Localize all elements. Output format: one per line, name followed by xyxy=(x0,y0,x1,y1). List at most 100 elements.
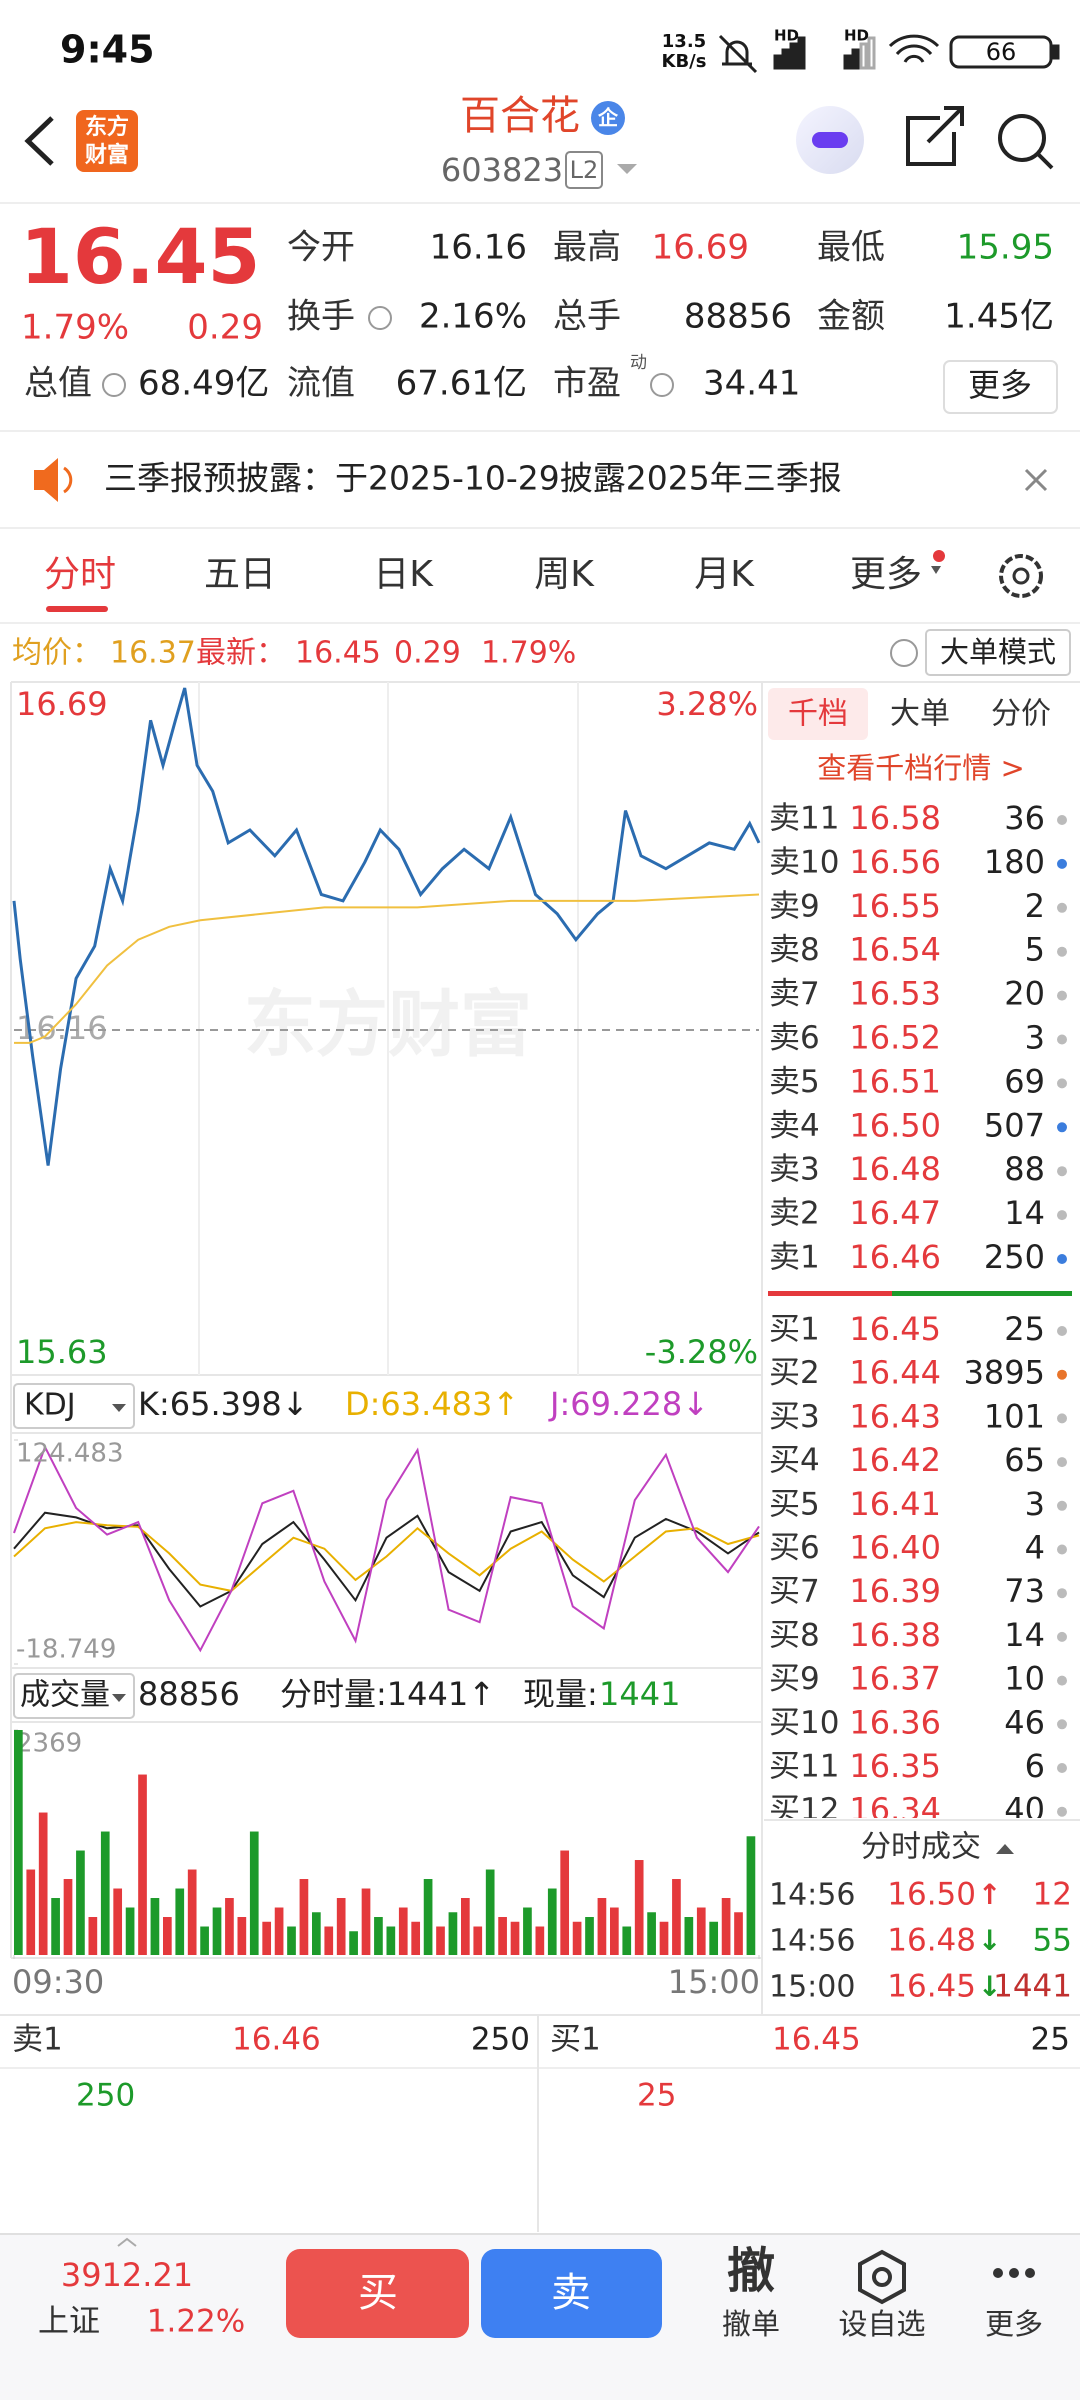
book-qty: 36 xyxy=(1004,799,1045,837)
indicator-selector[interactable] xyxy=(13,1673,135,1719)
volume-bar xyxy=(672,1879,681,1955)
book-level: 买3 xyxy=(769,1399,820,1435)
book-price: 16.52 xyxy=(849,1019,941,1057)
trade-price: 16.50 xyxy=(887,1877,976,1913)
sell-button[interactable] xyxy=(481,2249,662,2338)
speaker-wave xyxy=(63,466,73,494)
trade-arrow: ↑ xyxy=(978,1878,1001,1911)
book-tab[interactable]: 千档 xyxy=(788,697,848,732)
info-icon xyxy=(102,373,126,397)
volume-bar xyxy=(436,1926,445,1955)
tab-label[interactable]: 周K xyxy=(534,554,595,595)
current-volume-label: 现量: xyxy=(523,1675,598,1713)
volume-bar xyxy=(610,1907,619,1955)
volume-bar xyxy=(88,1917,98,1955)
signal-icon xyxy=(867,36,876,70)
change-pct: 1.79% xyxy=(21,308,129,348)
book-qty: 3 xyxy=(1025,1019,1045,1057)
stat-label: 总值 xyxy=(24,364,92,404)
search-button[interactable] xyxy=(998,114,1046,162)
indicator-selector[interactable] xyxy=(13,1383,135,1429)
book-price: 16.51 xyxy=(849,1062,941,1100)
book-price: 16.53 xyxy=(849,975,941,1013)
book-level: 卖5 xyxy=(769,1064,820,1100)
volume-bar xyxy=(572,1921,582,1955)
stock-name: 百合花 xyxy=(460,93,580,139)
book-qty: 14 xyxy=(1004,1616,1045,1654)
more-button[interactable] xyxy=(943,360,1058,414)
book-tab[interactable]: 分价 xyxy=(991,697,1051,732)
stat-value: 88856 xyxy=(684,297,792,337)
more-icon[interactable] xyxy=(993,2268,1003,2278)
avatar-face xyxy=(812,132,848,148)
info-text: 16.45 xyxy=(295,636,381,671)
tab-label[interactable]: 更多 xyxy=(850,554,922,595)
current-volume: 1441 xyxy=(599,1675,680,1713)
dropdown-arrow[interactable] xyxy=(617,164,637,174)
book-tab-active[interactable] xyxy=(768,688,868,740)
book-dot xyxy=(1057,902,1067,913)
book-qty: 65 xyxy=(1004,1441,1045,1479)
settings-button[interactable] xyxy=(999,554,1043,598)
book-price: 16.43 xyxy=(849,1397,941,1435)
buy-button[interactable] xyxy=(286,2249,469,2338)
book-qty: 73 xyxy=(1004,1572,1045,1610)
close-button[interactable] xyxy=(1024,468,1048,492)
volume-bar xyxy=(287,1926,296,1955)
book-level: 买2 xyxy=(769,1355,820,1391)
cancel-label: 撤单 xyxy=(722,2307,780,2341)
book-level: 买12 xyxy=(769,1792,839,1828)
back-button[interactable] xyxy=(24,116,54,166)
tab-label[interactable]: 五日 xyxy=(204,554,276,595)
collapse-arrow[interactable] xyxy=(996,1844,1014,1854)
book-dot xyxy=(1057,1210,1067,1221)
volume-bar xyxy=(14,1730,23,1955)
book-price: 16.54 xyxy=(849,931,941,969)
tab-label[interactable]: 分时 xyxy=(44,554,116,595)
logo-text: 东方 xyxy=(85,114,129,140)
book-level: 卖10 xyxy=(769,844,839,880)
book-price: 16.39 xyxy=(849,1572,941,1610)
clock: 9:45 xyxy=(60,28,155,72)
watchlist-icon[interactable] xyxy=(858,2249,906,2305)
help-icon[interactable] xyxy=(890,639,918,667)
sell-label: 卖 xyxy=(551,2270,591,2316)
book-price: 16.58 xyxy=(849,799,941,837)
info-icon xyxy=(650,373,674,397)
tab-label[interactable]: 日K xyxy=(373,554,434,595)
share-button[interactable] xyxy=(906,106,964,166)
book-price: 16.47 xyxy=(849,1194,941,1232)
buy-label: 买 xyxy=(358,2270,398,2316)
tab-label[interactable]: 月K xyxy=(694,554,755,595)
book-level: 卖3 xyxy=(769,1152,820,1188)
volume-bar xyxy=(647,1912,656,1955)
book-price: 16.48 xyxy=(849,1150,941,1188)
volume-bar xyxy=(597,1898,607,1955)
book-level: 买4 xyxy=(769,1443,820,1479)
legend-entry: J:69.228↓ xyxy=(548,1385,709,1423)
wifi-icon xyxy=(888,34,940,63)
signal-icon xyxy=(859,42,868,70)
period-volume: 分时量:1441↑ xyxy=(280,1675,495,1713)
book-level: 买7 xyxy=(769,1574,820,1610)
book-tab[interactable]: 大单 xyxy=(890,697,950,732)
book-dot xyxy=(1057,1078,1067,1089)
watermark: 东方财富 xyxy=(244,983,532,1067)
mode-button[interactable] xyxy=(925,629,1071,676)
signal-icon xyxy=(843,54,852,70)
volume-bar xyxy=(125,1907,135,1955)
expand-arrow[interactable] xyxy=(117,2237,137,2247)
stat-value: 1.45亿 xyxy=(944,297,1054,337)
book-price: 16.45 xyxy=(849,1310,941,1348)
volume-bar xyxy=(38,1812,48,1955)
y-tick-label: 15.63 xyxy=(16,1333,108,1371)
stat-value: 68.49亿 xyxy=(138,364,269,404)
signal-icon xyxy=(789,42,798,70)
change: 0.29 xyxy=(187,308,263,348)
book-qty: 10 xyxy=(1004,1660,1045,1698)
last-price: 16.45 xyxy=(20,212,260,301)
dropdown-arrow xyxy=(931,566,941,574)
volume-bar xyxy=(622,1926,632,1955)
book-price: 16.55 xyxy=(849,887,941,925)
